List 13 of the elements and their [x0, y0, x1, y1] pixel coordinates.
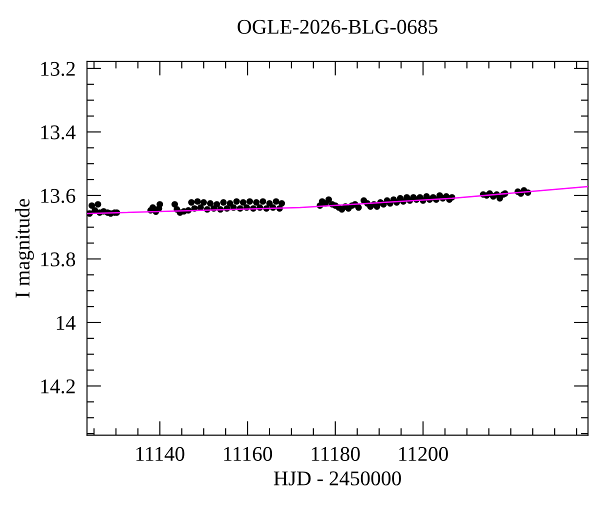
y-tick-label: 14.2 [41, 379, 75, 394]
y-tick-label: 14 [56, 316, 76, 330]
y-tick-label: 13.2 [41, 62, 75, 76]
x-axis-title: HJD - 2450000 [274, 471, 401, 486]
y-axis-title: I magnitude [14, 199, 34, 298]
x-tick-label: 11140 [136, 446, 184, 461]
y-tick-label: 13.4 [41, 125, 76, 140]
x-tick-label: 11160 [224, 446, 272, 461]
y-tick-label: 13.8 [41, 252, 76, 266]
y-tick-label: 13.6 [41, 188, 76, 203]
x-tick-label: 11200 [399, 446, 448, 461]
x-tick-label: 11180 [312, 446, 360, 461]
chart-title: OGLE-2026-BLG-0685 [238, 20, 438, 34]
